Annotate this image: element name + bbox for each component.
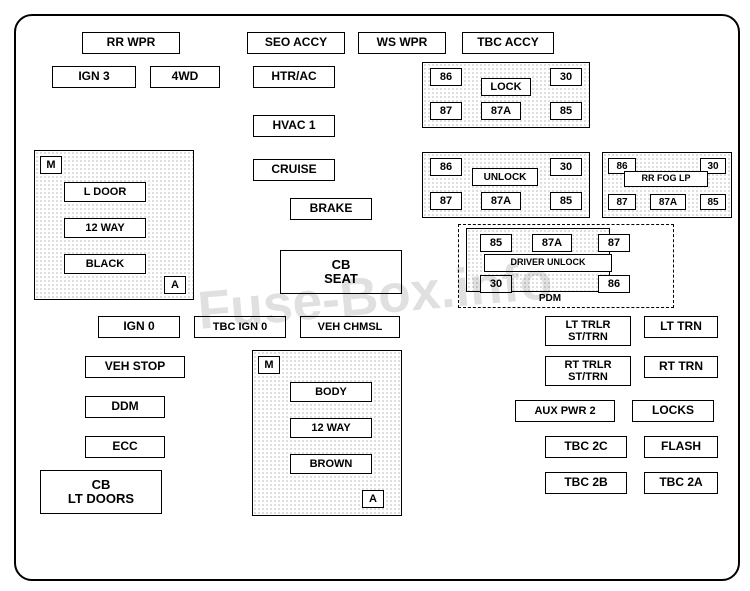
fuse-tbc_2b: TBC 2B: [545, 472, 627, 494]
fuse-ign0: IGN 0: [98, 316, 180, 338]
relay-ldoor_block-pin-way12: 12 WAY: [64, 218, 146, 238]
fuse-flash: FLASH: [644, 436, 718, 458]
relay-body_block-pin-m: M: [258, 356, 280, 374]
fuse-seo_accy: SEO ACCY: [247, 32, 345, 54]
relay-unlock-pin-p87: 87: [430, 192, 462, 210]
fuse-ign3: IGN 3: [52, 66, 136, 88]
relay-rr_fog_lp-pin-p85: 85: [700, 194, 726, 210]
fuse-cruise: CRUISE: [253, 159, 335, 181]
relay-rr_fog_lp-pin-p87: 87: [608, 194, 636, 210]
fuse-hvac1: HVAC 1: [253, 115, 335, 137]
fuse-tbc_2c: TBC 2C: [545, 436, 627, 458]
relay-body_block-pin-way12: 12 WAY: [290, 418, 372, 438]
fuse-lt_trn: LT TRN: [644, 316, 718, 338]
fuse-rt_trlr: RT TRLRST/TRN: [545, 356, 631, 386]
relay-ldoor_block-pin-black: BLACK: [64, 254, 146, 274]
fuse-ws_wpr: WS WPR: [358, 32, 446, 54]
relay-body_block-pin-a: A: [362, 490, 384, 508]
relay-driver_unlock-pdm-label: PDM: [528, 290, 572, 306]
fuse-cb_lt_doors: CBLT DOORS: [40, 470, 162, 514]
fuse-rr_wpr: RR WPR: [82, 32, 180, 54]
fuse-tbc_2a: TBC 2A: [644, 472, 718, 494]
fuse-locks: LOCKS: [632, 400, 714, 422]
relay-unlock-pin-p30: 30: [550, 158, 582, 176]
relay-driver_unlock-pin-p85: 85: [480, 234, 512, 252]
fuse-fwd: 4WD: [150, 66, 220, 88]
relay-unlock-pin-ctr: UNLOCK: [472, 168, 538, 186]
relay-lock-pin-p87: 87: [430, 102, 462, 120]
relay-driver_unlock-pin-ctr: DRIVER UNLOCK: [484, 254, 612, 272]
relay-body_block-pin-brown: BROWN: [290, 454, 372, 474]
fuse-brake: BRAKE: [290, 198, 372, 220]
relay-lock-pin-ctr: LOCK: [481, 78, 531, 96]
fuse-veh_stop: VEH STOP: [85, 356, 185, 378]
relay-lock-pin-p30: 30: [550, 68, 582, 86]
relay-lock-pin-p86: 86: [430, 68, 462, 86]
fuse-veh_chmsl: VEH CHMSL: [300, 316, 400, 338]
fuse-lt_trlr: LT TRLRST/TRN: [545, 316, 631, 346]
relay-rr_fog_lp-pin-ctr: RR FOG LP: [624, 171, 708, 187]
relay-rr_fog_lp-pin-p87a: 87A: [650, 194, 686, 210]
relay-unlock-pin-p86: 86: [430, 158, 462, 176]
relay-lock-pin-p87a: 87A: [481, 102, 521, 120]
relay-unlock-pin-p87a: 87A: [481, 192, 521, 210]
relay-driver_unlock-pin-p87: 87: [598, 234, 630, 252]
fuse-tbc_ign0: TBC IGN 0: [194, 316, 286, 338]
relay-unlock-pin-p85: 85: [550, 192, 582, 210]
relay-lock-pin-p85: 85: [550, 102, 582, 120]
fuse-ecc: ECC: [85, 436, 165, 458]
relay-driver_unlock-pin-p86: 86: [598, 275, 630, 293]
relay-driver_unlock-pin-p30: 30: [480, 275, 512, 293]
relay-ldoor_block-pin-a: A: [164, 276, 186, 294]
fuse-ddm: DDM: [85, 396, 165, 418]
relay-ldoor_block-pin-ldoor: L DOOR: [64, 182, 146, 202]
relay-body_block-pin-body: BODY: [290, 382, 372, 402]
relay-ldoor_block-pin-m: M: [40, 156, 62, 174]
fuse-box-diagram: RR WPR SEO ACCY WS WPR TBC ACCY IGN 3 4WD HTR/…: [0, 0, 750, 591]
fuse-rt_trn: RT TRN: [644, 356, 718, 378]
fuse-aux_pwr2: AUX PWR 2: [515, 400, 615, 422]
relay-driver_unlock-pin-p87a: 87A: [532, 234, 572, 252]
fuse-htr_ac: HTR/AC: [253, 66, 335, 88]
fuse-tbc_accy: TBC ACCY: [462, 32, 554, 54]
fuse-cb_seat: CBSEAT: [280, 250, 402, 294]
